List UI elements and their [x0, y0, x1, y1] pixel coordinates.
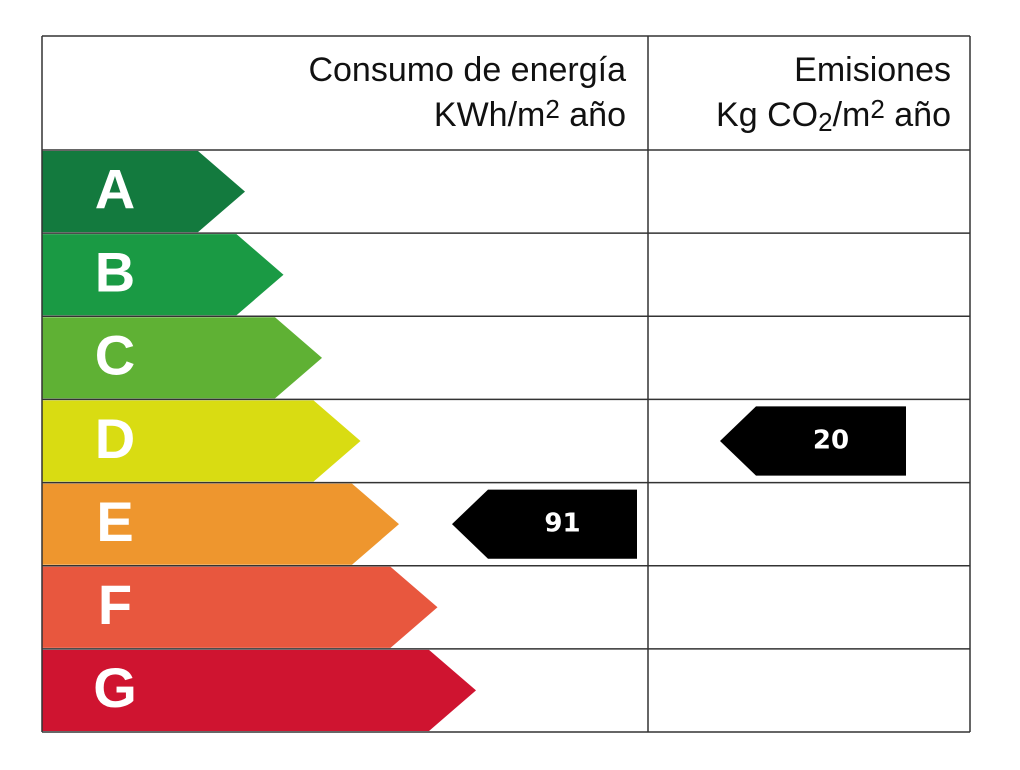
class-letter: D	[95, 407, 135, 470]
unit-part: /m	[833, 96, 871, 134]
class-arrow	[42, 483, 399, 565]
emissions-unit: Kg CO2/m2 año	[716, 94, 951, 137]
unit-sup: 2	[545, 94, 559, 124]
unit-part: KWh/m	[434, 96, 545, 134]
class-arrow	[42, 649, 476, 731]
class-arrow	[42, 400, 361, 482]
consumption-unit: KWh/m2 año	[434, 94, 626, 134]
unit-part: año	[560, 96, 626, 134]
class-letter: A	[95, 157, 135, 220]
class-letter: E	[96, 490, 133, 553]
emissions-title: Emisiones	[794, 51, 951, 89]
unit-sub: 2	[818, 107, 832, 137]
consumption-pointer	[452, 489, 637, 559]
unit-part: Kg CO	[716, 96, 818, 134]
class-letter: F	[98, 573, 132, 636]
class-arrow	[42, 234, 284, 316]
class-letter: G	[93, 656, 137, 719]
class-letter: C	[95, 324, 135, 387]
class-arrow	[42, 566, 438, 648]
unit-part: año	[885, 96, 951, 134]
emissions-pointer-value: 20	[813, 426, 849, 456]
unit-sup: 2	[870, 94, 884, 124]
emissions-pointer	[720, 406, 906, 476]
class-arrow	[42, 317, 322, 399]
class-letter: B	[95, 241, 135, 304]
consumption-title: Consumo de energía	[308, 51, 626, 89]
class-arrow	[42, 151, 245, 233]
consumption-pointer-value: 91	[544, 509, 580, 539]
